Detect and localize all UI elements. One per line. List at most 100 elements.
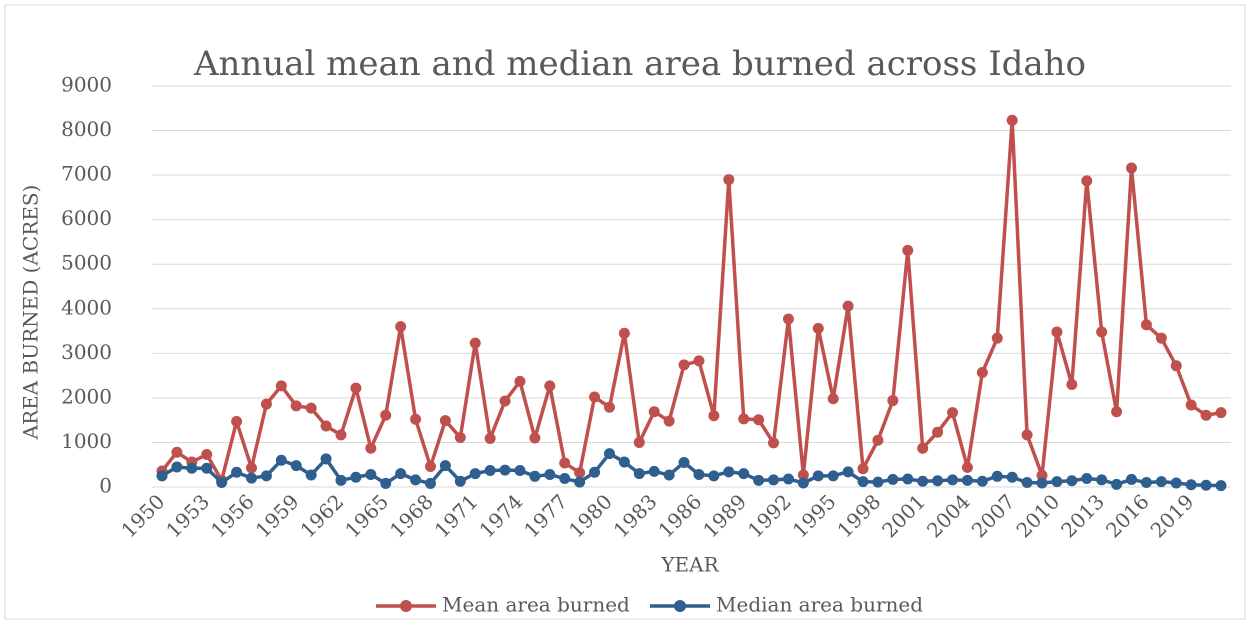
data-point	[439, 415, 451, 427]
data-point	[1170, 360, 1182, 372]
data-point	[589, 466, 601, 478]
y-axis-title: AREA BURNED (ACRES)	[19, 185, 43, 441]
data-point	[290, 400, 302, 412]
data-point	[320, 453, 332, 465]
data-point	[648, 406, 660, 418]
data-point	[290, 460, 302, 472]
y-tick-label: 4000	[61, 295, 112, 319]
data-point	[932, 475, 944, 487]
data-point	[260, 470, 272, 482]
data-point	[544, 469, 556, 481]
data-point	[559, 473, 571, 485]
data-point	[335, 474, 347, 486]
y-tick-label: 9000	[61, 73, 112, 97]
data-point	[738, 413, 750, 425]
data-point	[1215, 480, 1227, 492]
data-point	[678, 456, 690, 468]
data-point	[514, 465, 526, 477]
data-point	[827, 393, 839, 405]
data-point	[469, 337, 481, 349]
data-point	[902, 473, 914, 485]
data-point	[708, 470, 720, 482]
y-tick-label: 3000	[61, 340, 112, 364]
data-point	[1185, 399, 1197, 411]
data-point	[961, 461, 973, 473]
data-point	[633, 436, 645, 448]
data-point	[1021, 429, 1033, 441]
y-tick-label: 7000	[61, 162, 112, 186]
data-point	[499, 395, 511, 407]
data-point	[1140, 477, 1152, 489]
data-point	[648, 465, 660, 477]
data-point	[947, 474, 959, 486]
data-point	[589, 391, 601, 403]
y-tick-label: 8000	[61, 117, 112, 141]
data-point	[275, 454, 287, 466]
data-point	[365, 469, 377, 481]
data-point	[812, 470, 824, 482]
data-point	[633, 468, 645, 480]
data-point	[305, 469, 317, 481]
data-point	[1185, 479, 1197, 491]
data-point	[1155, 476, 1167, 488]
data-point	[857, 463, 869, 475]
data-point	[350, 382, 362, 394]
data-point	[201, 448, 213, 460]
data-point	[260, 398, 272, 410]
data-point	[231, 416, 243, 428]
data-point	[1140, 319, 1152, 331]
data-point	[618, 327, 630, 339]
data-point	[1036, 469, 1048, 481]
data-point	[275, 380, 287, 392]
y-tick-label: 2000	[61, 384, 112, 408]
data-point	[186, 462, 198, 474]
data-point	[469, 468, 481, 480]
data-point	[887, 473, 899, 485]
data-point	[1066, 475, 1078, 487]
data-point	[842, 300, 854, 312]
data-point	[1006, 114, 1018, 126]
data-point	[842, 466, 854, 478]
data-point	[1081, 175, 1093, 187]
data-point	[872, 434, 884, 446]
data-point	[663, 415, 675, 427]
data-point	[231, 466, 243, 478]
data-point	[1126, 162, 1138, 174]
data-point	[245, 472, 257, 484]
data-point	[559, 457, 571, 469]
data-point	[201, 462, 213, 474]
data-point	[693, 355, 705, 367]
data-point	[917, 442, 929, 454]
legend-marker	[400, 600, 412, 612]
data-point	[245, 462, 257, 474]
data-point	[991, 332, 1003, 344]
data-point	[1051, 476, 1063, 488]
data-point	[484, 432, 496, 444]
legend-marker	[674, 600, 686, 612]
data-point	[454, 475, 466, 487]
data-point	[1096, 326, 1108, 338]
data-point	[693, 469, 705, 481]
data-point	[1096, 474, 1108, 486]
data-point	[335, 429, 347, 441]
data-point	[514, 375, 526, 387]
legend-label: Mean area burned	[442, 593, 630, 617]
data-point	[424, 461, 436, 473]
data-point	[1200, 479, 1212, 491]
data-point	[753, 414, 765, 426]
data-point	[678, 359, 690, 371]
data-point	[782, 473, 794, 485]
data-point	[1021, 477, 1033, 489]
data-point	[1126, 473, 1138, 485]
data-point	[350, 471, 362, 483]
data-point	[738, 468, 750, 480]
data-point	[410, 413, 422, 425]
data-point	[424, 477, 436, 489]
data-point	[723, 466, 735, 478]
y-tick-label: 0	[99, 474, 112, 498]
data-point	[171, 461, 183, 473]
data-point	[380, 409, 392, 421]
data-point	[708, 410, 720, 422]
data-point	[782, 313, 794, 325]
data-point	[797, 477, 809, 489]
